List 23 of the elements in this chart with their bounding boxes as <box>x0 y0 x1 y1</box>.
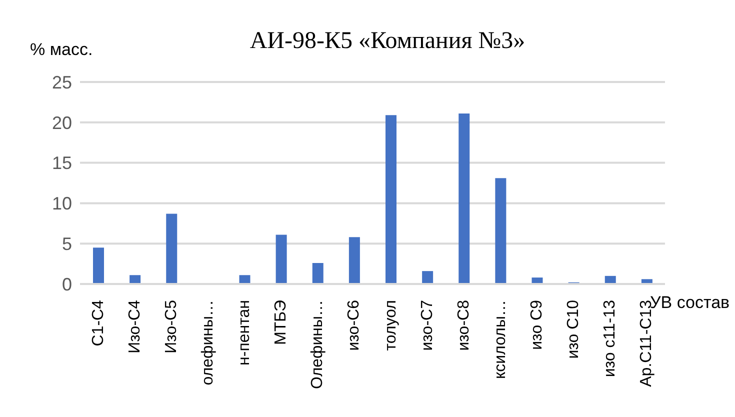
y-tick-label: 5 <box>62 234 72 254</box>
x-tick-label: Изо-С5 <box>162 300 180 354</box>
x-tick-label: изо-С8 <box>455 300 472 351</box>
y-tick-label: 15 <box>52 153 72 174</box>
x-tick-label: олефины… <box>199 300 216 386</box>
x-tick-label: Изо-С4 <box>126 300 144 354</box>
x-tick-label: ксилолы… <box>492 300 509 380</box>
x-tick-label: С1-С4 <box>90 300 107 346</box>
x-tick-label: н-пентан <box>236 300 254 366</box>
x-tick-label: толуол <box>382 300 400 351</box>
x-tick-label: МТБЭ <box>272 300 290 345</box>
y-tick-label: 0 <box>62 274 72 294</box>
y-axis-title: % масс. <box>30 40 93 60</box>
x-tick-label: изо С9 <box>528 300 546 350</box>
y-tick-label: 10 <box>52 194 72 214</box>
x-tick-label: изо С10 <box>565 300 582 359</box>
y-tick-label: 20 <box>52 112 72 133</box>
x-tick-label: изо-С7 <box>418 300 436 351</box>
x-tick-label: изо-С6 <box>346 300 363 351</box>
chart-title: АИ-98-К5 «Компания №3» <box>250 28 526 54</box>
y-tick-label: 25 <box>52 72 72 92</box>
x-tick-label: Олефины… <box>309 300 326 389</box>
x-tick-label: изо с11-13 <box>602 300 619 378</box>
